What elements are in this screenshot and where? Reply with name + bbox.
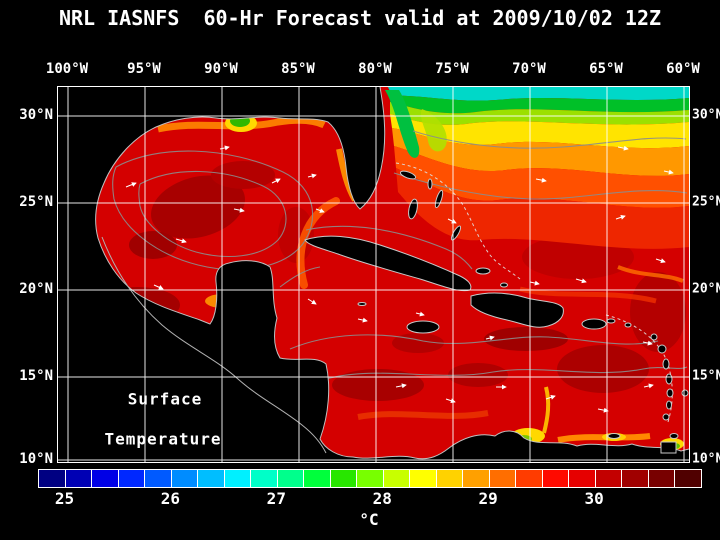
- colorbar-segment: [436, 470, 464, 487]
- colorbar-segment: [224, 470, 252, 487]
- colorbar-segment: [383, 470, 411, 487]
- lat-tick-label: 30°N: [692, 107, 720, 123]
- page-title: NRL IASNFS 60-Hr Forecast valid at 2009/…: [58, 6, 662, 30]
- colorbar-segment: [39, 470, 66, 487]
- colorbar-tick: 28: [372, 489, 392, 508]
- lon-tick-label: 60°W: [666, 61, 700, 77]
- lat-tick-label: 10°N: [19, 451, 53, 467]
- lon-tick-label: 80°W: [358, 61, 392, 77]
- colorbar: [38, 469, 702, 488]
- colorbar-segment: [648, 470, 676, 487]
- colorbar-segment: [145, 470, 172, 487]
- map-annotation-line1: Surface: [127, 389, 203, 409]
- colorbar-segment: [65, 470, 93, 487]
- lon-tick-label: 85°W: [281, 61, 315, 77]
- colorbar-segment: [357, 470, 384, 487]
- lon-tick-label: 100°W: [45, 61, 89, 77]
- colorbar-tick: 30: [584, 489, 604, 508]
- island-trinidad: [660, 441, 677, 454]
- colorbar-tick: 26: [160, 489, 181, 508]
- island-hispaniola: [470, 292, 564, 328]
- colorbar-segment: [304, 470, 331, 487]
- lon-tick-label: 65°W: [589, 61, 623, 77]
- coastline: [95, 87, 689, 460]
- lon-tick-label: 70°W: [512, 61, 546, 77]
- island-jamaica: [406, 320, 440, 334]
- lat-tick-label: 10°N: [692, 451, 720, 467]
- colorbar-segment: [92, 470, 119, 487]
- colorbar-unit-label: °C: [359, 510, 379, 529]
- colorbar-segment: [569, 470, 596, 487]
- lat-tick-label: 25°N: [692, 194, 720, 210]
- colorbar-segment: [118, 470, 146, 487]
- colorbar-tick: 29: [478, 489, 498, 508]
- colorbar-segment: [542, 470, 570, 487]
- colorbar-segment: [251, 470, 278, 487]
- colorbar-segment: [330, 470, 358, 487]
- colorbar-segment: [463, 470, 490, 487]
- colorbar-segment: [277, 470, 305, 487]
- current-vectors: [125, 145, 674, 413]
- colorbar-segment: [198, 470, 225, 487]
- lon-tick-label: 75°W: [435, 61, 469, 77]
- colorbar-segment: [675, 470, 701, 487]
- lon-tick-label: 90°W: [204, 61, 238, 77]
- graticule: [58, 87, 689, 462]
- lat-tick-label: 20°N: [692, 281, 720, 297]
- colorbar-segment: [516, 470, 543, 487]
- lon-tick-label: 95°W: [127, 61, 161, 77]
- colorbar-segment: [595, 470, 623, 487]
- lat-tick-label: 30°N: [19, 107, 53, 123]
- bathymetry-contours: [112, 130, 688, 380]
- island-puerto-rico: [581, 318, 607, 330]
- pacific-coastline: [101, 236, 327, 454]
- lat-tick-label: 25°N: [19, 194, 53, 210]
- lat-tick-label: 15°N: [692, 368, 720, 384]
- colorbar-tick: 25: [54, 489, 75, 508]
- colorbar-segment: [489, 470, 517, 487]
- colorbar-tick: 27: [266, 489, 286, 508]
- lat-tick-label: 20°N: [19, 281, 53, 297]
- colorbar-segment: [410, 470, 437, 487]
- map-annotation-line2: Temperature: [104, 429, 222, 449]
- colorbar-segment: [171, 470, 199, 487]
- sst-map-plot: [58, 87, 689, 462]
- lat-tick-label: 15°N: [19, 368, 53, 384]
- map-frame: Surface Temperature: [57, 86, 690, 463]
- colorbar-segment: [622, 470, 649, 487]
